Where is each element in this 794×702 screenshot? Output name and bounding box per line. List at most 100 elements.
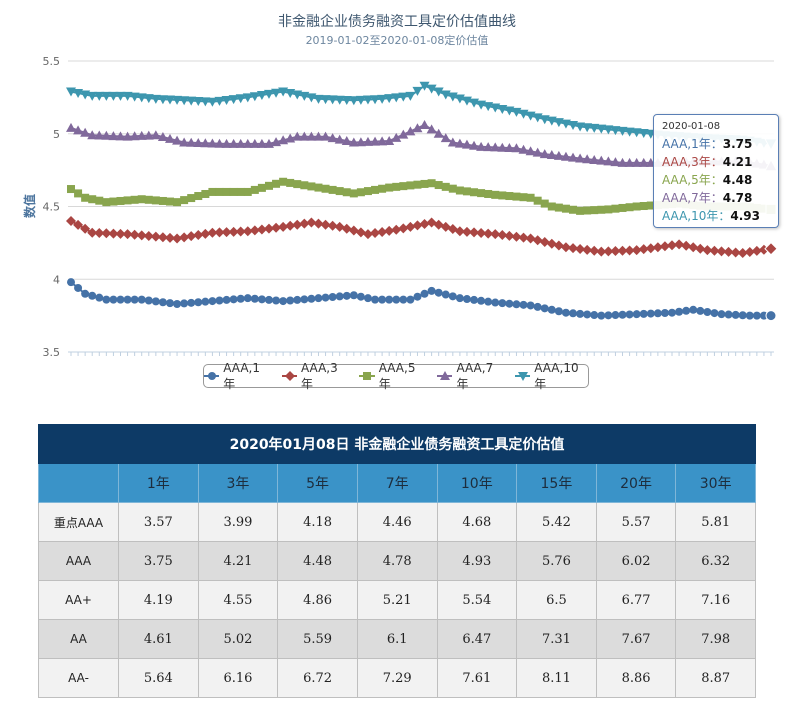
data-point xyxy=(696,306,705,315)
data-point xyxy=(377,94,388,104)
data-point xyxy=(363,372,372,380)
data-point xyxy=(498,299,507,308)
data-point xyxy=(469,227,480,238)
data-point xyxy=(221,138,232,148)
table-cell: 7.98 xyxy=(675,619,756,659)
data-point xyxy=(604,311,613,320)
table-cell: 4.48 xyxy=(277,541,358,581)
row-label: AA+ xyxy=(38,580,119,620)
data-point xyxy=(370,228,381,239)
data-point xyxy=(716,246,727,257)
data-point xyxy=(348,137,359,147)
data-point xyxy=(618,203,627,212)
data-point xyxy=(215,296,224,305)
data-point xyxy=(115,228,126,239)
data-point xyxy=(215,187,224,196)
data-point xyxy=(682,306,691,315)
data-point xyxy=(236,294,245,303)
data-point xyxy=(547,305,556,314)
data-point xyxy=(144,195,153,204)
table-row: AA 4.61 5.02 5.59 6.1 6.47 7.31 7.67 7.98 xyxy=(38,619,756,659)
data-point xyxy=(122,131,133,141)
legend-item[interactable]: AAA,1年 xyxy=(204,361,270,392)
data-point xyxy=(88,291,97,300)
table-cell: 6.16 xyxy=(197,658,279,698)
data-point xyxy=(229,187,238,196)
data-point xyxy=(151,297,160,306)
data-point xyxy=(505,299,514,308)
data-point xyxy=(378,295,387,304)
data-point xyxy=(483,228,494,239)
data-point xyxy=(179,96,190,106)
data-point xyxy=(116,295,125,304)
data-point xyxy=(222,295,231,304)
table-title-row: 2020年01月08日 非金融企业债务融资工具定价估值 xyxy=(38,424,756,464)
data-point xyxy=(491,298,500,307)
data-point xyxy=(80,223,91,234)
data-point xyxy=(180,299,189,308)
data-point xyxy=(66,216,76,227)
data-point xyxy=(504,106,515,116)
valuation-table-wrap: 2020年01月08日 非金融企业债务融资工具定价估值 1年 3年 5年 7年 10年 1… xyxy=(38,424,756,698)
data-point xyxy=(610,246,621,257)
data-point xyxy=(256,224,267,235)
data-point xyxy=(560,151,571,161)
data-point xyxy=(370,136,381,146)
data-point xyxy=(109,197,118,206)
data-point xyxy=(299,131,310,141)
data-point xyxy=(349,189,358,198)
series-AAA,1年 xyxy=(67,278,777,322)
data-point xyxy=(122,229,133,240)
data-point xyxy=(441,290,450,299)
data-point xyxy=(80,90,91,100)
data-point xyxy=(484,189,493,198)
data-point xyxy=(279,177,288,186)
data-point xyxy=(81,193,90,202)
data-point xyxy=(194,192,203,201)
data-point xyxy=(405,91,416,101)
data-point xyxy=(554,307,563,316)
tooltip-series-value: 3.75 xyxy=(722,137,753,151)
legend-label: AAA,3年 xyxy=(300,360,338,391)
data-point xyxy=(398,129,409,139)
data-point xyxy=(173,198,182,207)
data-point xyxy=(632,310,641,319)
data-point xyxy=(73,219,84,230)
data-point xyxy=(102,295,111,304)
table-cell: 5.81 xyxy=(675,502,756,542)
data-point xyxy=(695,243,706,254)
data-point xyxy=(391,224,402,235)
legend-item[interactable]: AAA,3年 xyxy=(281,360,348,392)
data-point xyxy=(243,294,252,303)
data-point xyxy=(469,140,480,150)
data-point xyxy=(497,230,508,241)
table-cell: 8.11 xyxy=(516,658,597,698)
data-point xyxy=(355,227,366,238)
table-cell: 7.29 xyxy=(356,658,438,698)
table-cell: 6.72 xyxy=(277,658,358,698)
data-point xyxy=(355,95,366,105)
data-point xyxy=(109,295,118,304)
tooltip-series-value: 4.21 xyxy=(722,155,753,169)
data-point xyxy=(101,228,112,239)
data-point xyxy=(539,237,550,248)
legend-item[interactable]: AAA,10年 xyxy=(514,361,588,392)
data-point xyxy=(278,87,289,97)
legend-item[interactable]: AAA,7年 xyxy=(437,361,503,392)
legend-item[interactable]: AAA,5年 xyxy=(359,361,425,392)
x-axis xyxy=(68,351,774,356)
data-point xyxy=(553,150,564,160)
data-point xyxy=(348,96,359,106)
table-cell: 3.57 xyxy=(118,502,199,542)
data-point xyxy=(433,87,444,97)
data-point xyxy=(235,138,246,148)
y-tick-label: 4 xyxy=(53,273,60,286)
data-point xyxy=(731,310,740,319)
data-point xyxy=(193,97,204,107)
data-point xyxy=(483,102,494,112)
data-point xyxy=(554,203,563,212)
data-point xyxy=(391,132,402,142)
data-point xyxy=(454,226,465,237)
table-cell: 3.99 xyxy=(197,502,279,542)
data-point xyxy=(597,311,606,320)
